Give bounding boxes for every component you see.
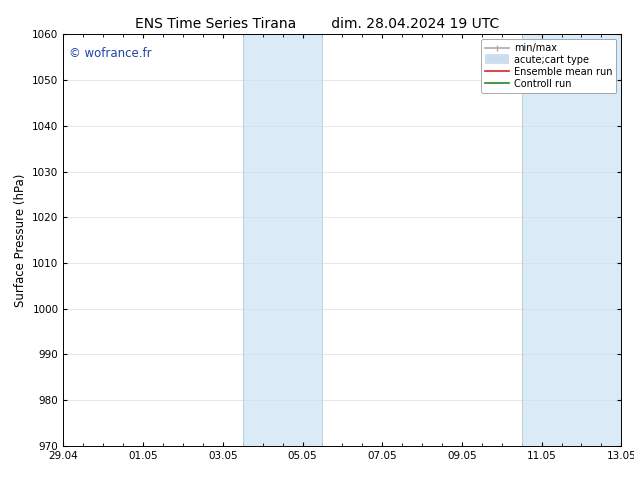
Text: © wofrance.fr: © wofrance.fr — [69, 47, 152, 60]
Bar — [522, 34, 621, 446]
Text: ENS Time Series Tirana        dim. 28.04.2024 19 UTC: ENS Time Series Tirana dim. 28.04.2024 1… — [135, 17, 499, 31]
Bar — [243, 34, 323, 446]
Y-axis label: Surface Pressure (hPa): Surface Pressure (hPa) — [14, 173, 27, 307]
Legend: min/max, acute;cart type, Ensemble mean run, Controll run: min/max, acute;cart type, Ensemble mean … — [481, 39, 616, 93]
